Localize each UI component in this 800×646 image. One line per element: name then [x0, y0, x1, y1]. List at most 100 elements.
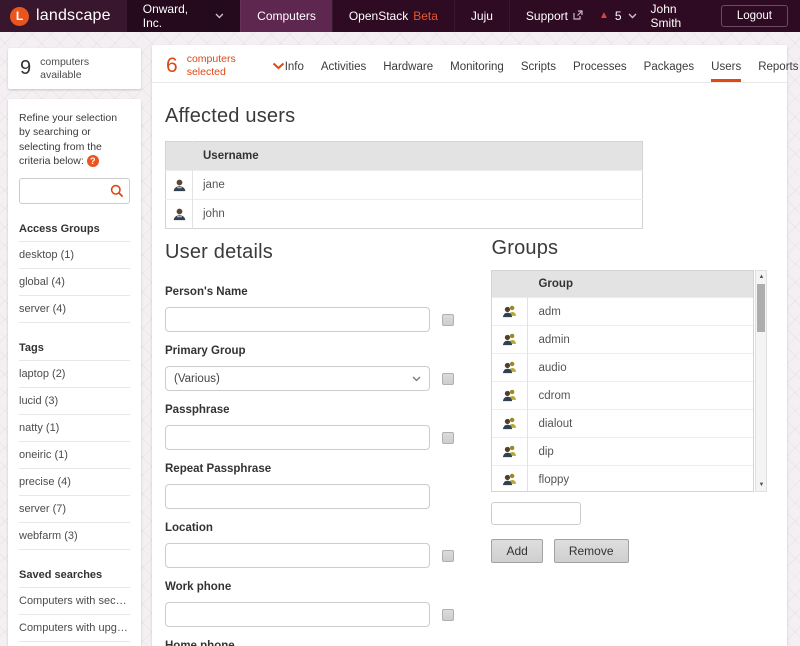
passphrase-input[interactable]: [165, 425, 430, 450]
affected-users-table: Username jane john: [165, 141, 643, 229]
account-name: Onward, Inc.: [142, 2, 189, 30]
primary-group-select[interactable]: (Various): [165, 366, 430, 391]
username-cell: jane: [203, 179, 225, 191]
table-row[interactable]: dialout: [492, 409, 754, 438]
group-name-cell: cdrom: [538, 389, 571, 402]
field-label: Location: [165, 522, 213, 534]
sidebar-item-oneiric-1-[interactable]: oneiric (1): [19, 440, 130, 468]
nav-item-juju[interactable]: Juju: [453, 0, 509, 32]
username-cell: john: [203, 208, 225, 220]
tab-processes[interactable]: Processes: [572, 61, 627, 73]
nav-item-support[interactable]: Support: [508, 0, 599, 32]
tab-reports[interactable]: Reports: [758, 61, 799, 73]
field-repeat-passphrase: Repeat Passphrase: [165, 463, 491, 509]
sidebar-item-server-4-[interactable]: server (4): [19, 294, 130, 322]
icon-column-header: [165, 141, 193, 171]
user-icon: [165, 199, 193, 229]
chevron-down-icon: [272, 62, 284, 69]
help-icon[interactable]: ?: [86, 154, 99, 167]
nav-item-label: Juju: [470, 9, 493, 23]
table-row[interactable]: jane: [165, 170, 643, 200]
navbar-right: ▲ 5 John Smith Logout: [599, 0, 800, 32]
alerts-count: 5: [614, 9, 622, 23]
account-menu[interactable]: Onward, Inc.: [126, 0, 241, 32]
table-row[interactable]: john: [165, 199, 643, 229]
group-icon: [492, 437, 529, 466]
person-s-name-input[interactable]: [165, 307, 430, 332]
location-input[interactable]: [165, 543, 430, 568]
sidebar-item-server-7-[interactable]: server (7): [19, 494, 130, 522]
available-count: 9: [20, 57, 32, 80]
group-name-input[interactable]: [491, 502, 582, 525]
icon-column-header: [492, 271, 529, 298]
table-row[interactable]: floppy: [492, 465, 754, 491]
field-label: Home phone: [165, 640, 235, 646]
sidebar-item-webfarm-3-[interactable]: webfarm (3): [19, 521, 130, 549]
passphrase-checkbox[interactable]: [442, 431, 454, 444]
computers-available-card: 9 computers available: [8, 48, 141, 90]
user-icon: [165, 170, 193, 200]
primary-group-checkbox[interactable]: [442, 372, 454, 385]
work-phone-checkbox[interactable]: [442, 608, 454, 621]
chevron-down-icon: [628, 13, 637, 19]
section-tabs: Info Activities Hardware Monitoring Scripts P…: [284, 61, 799, 82]
tab-info[interactable]: Info: [284, 61, 304, 73]
sidebar-item-local-subnet[interactable]: Local subnet: [19, 640, 130, 646]
nav-item-openstack[interactable]: OpenStack Beta: [331, 0, 454, 32]
filter-list: Computers with securit… Computers with up…: [19, 586, 130, 646]
repeat-passphrase-input[interactable]: [165, 484, 430, 509]
search-icon[interactable]: [110, 184, 124, 198]
computers-selected-toggle[interactable]: 6 computers selected: [166, 49, 285, 82]
select-value: (Various): [174, 372, 220, 385]
group-name-cell: adm: [538, 305, 561, 318]
tab-activities[interactable]: Activities: [320, 61, 367, 73]
add-group-button[interactable]: Add: [491, 539, 543, 563]
sidebar: 9 computers available Refine your select…: [8, 48, 141, 646]
selected-label: computers selected: [186, 53, 236, 78]
sidebar-item-computers-with-upgrades[interactable]: Computers with upgrades: [19, 613, 130, 641]
warning-triangle-icon: ▲: [598, 10, 609, 21]
sidebar-item-computers-with-securit-[interactable]: Computers with securit…: [19, 586, 130, 614]
table-row[interactable]: dip: [492, 437, 754, 466]
refine-help-text: Refine your selection by searching or se…: [19, 112, 118, 167]
scrollbar-thumb[interactable]: [757, 284, 766, 332]
table-row[interactable]: admin: [492, 325, 754, 354]
tab-hardware[interactable]: Hardware: [383, 61, 434, 73]
filter-sections: Access Groups desktop (1) global (4) server…: [19, 217, 130, 646]
primary-nav: Computers OpenStack Beta Juju Support: [240, 0, 599, 32]
groups-scroll-area: Group adm admin audio cdrom dialout dip floppy: [491, 270, 755, 492]
table-row[interactable]: audio: [492, 353, 754, 382]
alerts-menu[interactable]: ▲ 5: [599, 9, 637, 23]
field-input-row: [165, 543, 491, 568]
sidebar-item-desktop-1-[interactable]: desktop (1): [19, 240, 130, 268]
person-s-name-checkbox[interactable]: [442, 313, 454, 326]
filter-section-title: Saved searches: [19, 568, 103, 581]
group-name-cell: audio: [538, 361, 567, 374]
groups-scrollbar[interactable]: ▲ ▼: [755, 270, 768, 492]
tab-users[interactable]: Users: [711, 61, 742, 82]
username-column-header: Username: [192, 141, 643, 171]
scroll-up-arrow-icon[interactable]: ▲: [758, 274, 765, 280]
user-details-section: User details Person's Name Primary Group (…: [165, 237, 491, 646]
location-checkbox[interactable]: [442, 549, 454, 562]
tab-packages[interactable]: Packages: [643, 61, 695, 73]
logout-button[interactable]: Logout: [720, 5, 788, 27]
work-phone-input[interactable]: [165, 602, 430, 627]
remove-group-button[interactable]: Remove: [553, 539, 629, 563]
sidebar-item-lucid-3-[interactable]: lucid (3): [19, 386, 130, 414]
sidebar-item-precise-4-[interactable]: precise (4): [19, 467, 130, 495]
tab-monitoring[interactable]: Monitoring: [450, 61, 504, 73]
tab-scripts[interactable]: Scripts: [520, 61, 556, 73]
table-row[interactable]: adm: [492, 297, 754, 326]
sidebar-item-global-4-[interactable]: global (4): [19, 267, 130, 295]
table-row[interactable]: cdrom: [492, 381, 754, 410]
sidebar-item-natty-1-[interactable]: natty (1): [19, 413, 130, 441]
field-label: Work phone: [165, 581, 232, 593]
nav-item-computers[interactable]: Computers: [240, 0, 332, 32]
scroll-down-arrow-icon[interactable]: ▼: [758, 482, 765, 488]
group-icon: [492, 381, 529, 410]
sidebar-item-laptop-2-[interactable]: laptop (2): [19, 359, 130, 387]
filter-list: laptop (2) lucid (3) natty (1) oneiric (1) p…: [19, 359, 130, 550]
landscape-home-link[interactable]: L landscape: [0, 0, 127, 32]
field-work-phone: Work phone: [165, 581, 491, 627]
